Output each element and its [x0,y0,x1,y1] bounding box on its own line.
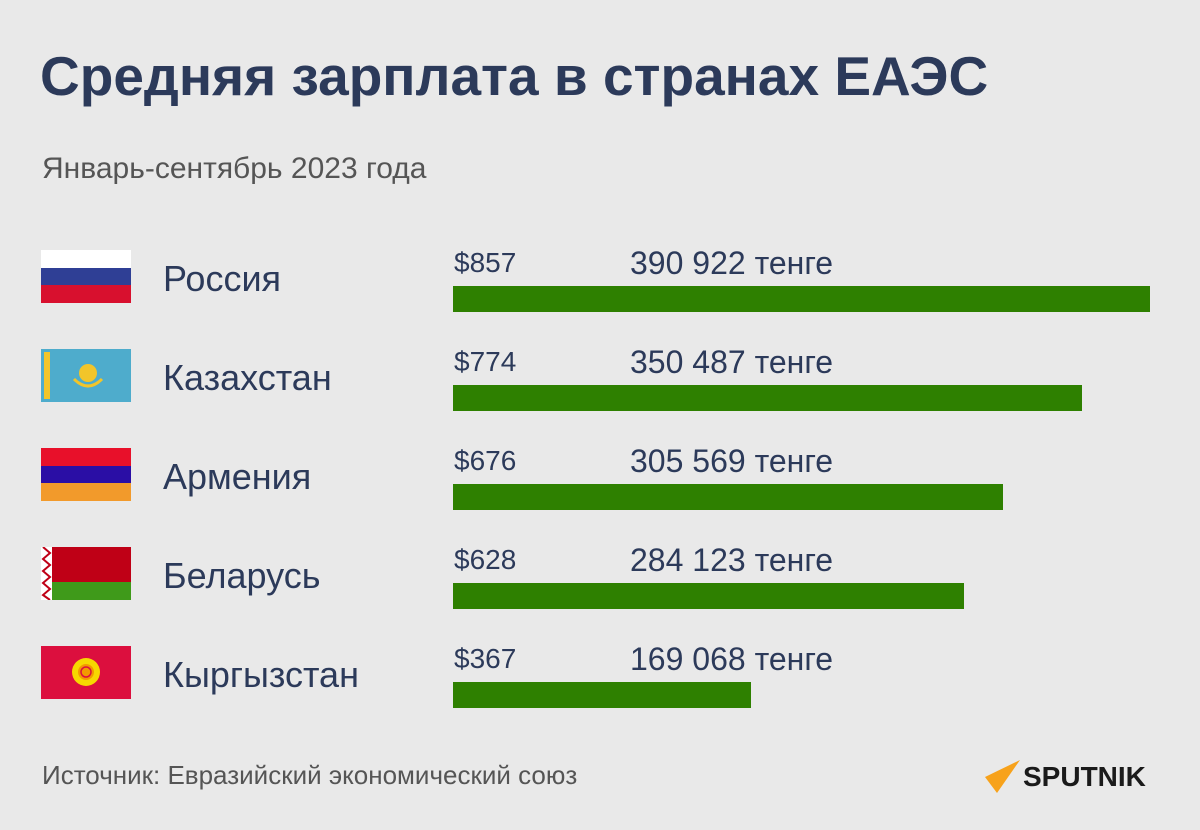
bar [453,583,964,609]
usd-data-label: $774 [454,346,517,377]
bar [453,682,752,708]
flag-icon [41,349,131,402]
category-label: Кыргызстан [163,654,359,695]
bar [453,385,1083,411]
chart-subtitle: Январь-сентябрь 2023 года [42,152,427,185]
kzt-data-label: 284 123 тенге [630,542,834,578]
flag-icon [41,546,131,601]
sputnik-logo: SPUTNIK [985,755,1165,800]
category-label: Армения [163,456,312,497]
kzt-data-label: 390 922 тенге [630,245,834,281]
flag-icon [41,646,131,699]
bar-row: Беларусь $628 284 123 тенге [0,542,1200,637]
kzt-data-label: 169 068 тенге [630,641,834,677]
flag-icon [41,250,131,303]
flag-icon [41,448,131,501]
usd-data-label: $676 [454,445,517,476]
source-note: Источник: Евразийский экономический союз [42,760,578,790]
usd-data-label: $857 [454,247,517,278]
bar-row: Россия $857 390 922 тенге [0,245,1200,340]
svg-text:SPUTNIK: SPUTNIK [1023,761,1146,792]
category-label: Россия [163,258,282,299]
chart-title: Средняя зарплата в странах ЕАЭС [40,45,989,107]
bar-row: Казахстан $774 350 487 тенге [0,344,1200,439]
category-label: Беларусь [163,555,321,596]
bar [453,484,1003,510]
category-label: Казахстан [163,357,332,398]
usd-data-label: $367 [454,643,517,674]
bar-row: Армения $676 305 569 тенге [0,443,1200,538]
bar [453,286,1150,312]
kzt-data-label: 305 569 тенге [630,443,834,479]
kzt-data-label: 350 487 тенге [630,344,834,380]
bar-row: Кыргызстан $367 169 068 тенге [0,641,1200,736]
usd-data-label: $628 [454,544,517,575]
